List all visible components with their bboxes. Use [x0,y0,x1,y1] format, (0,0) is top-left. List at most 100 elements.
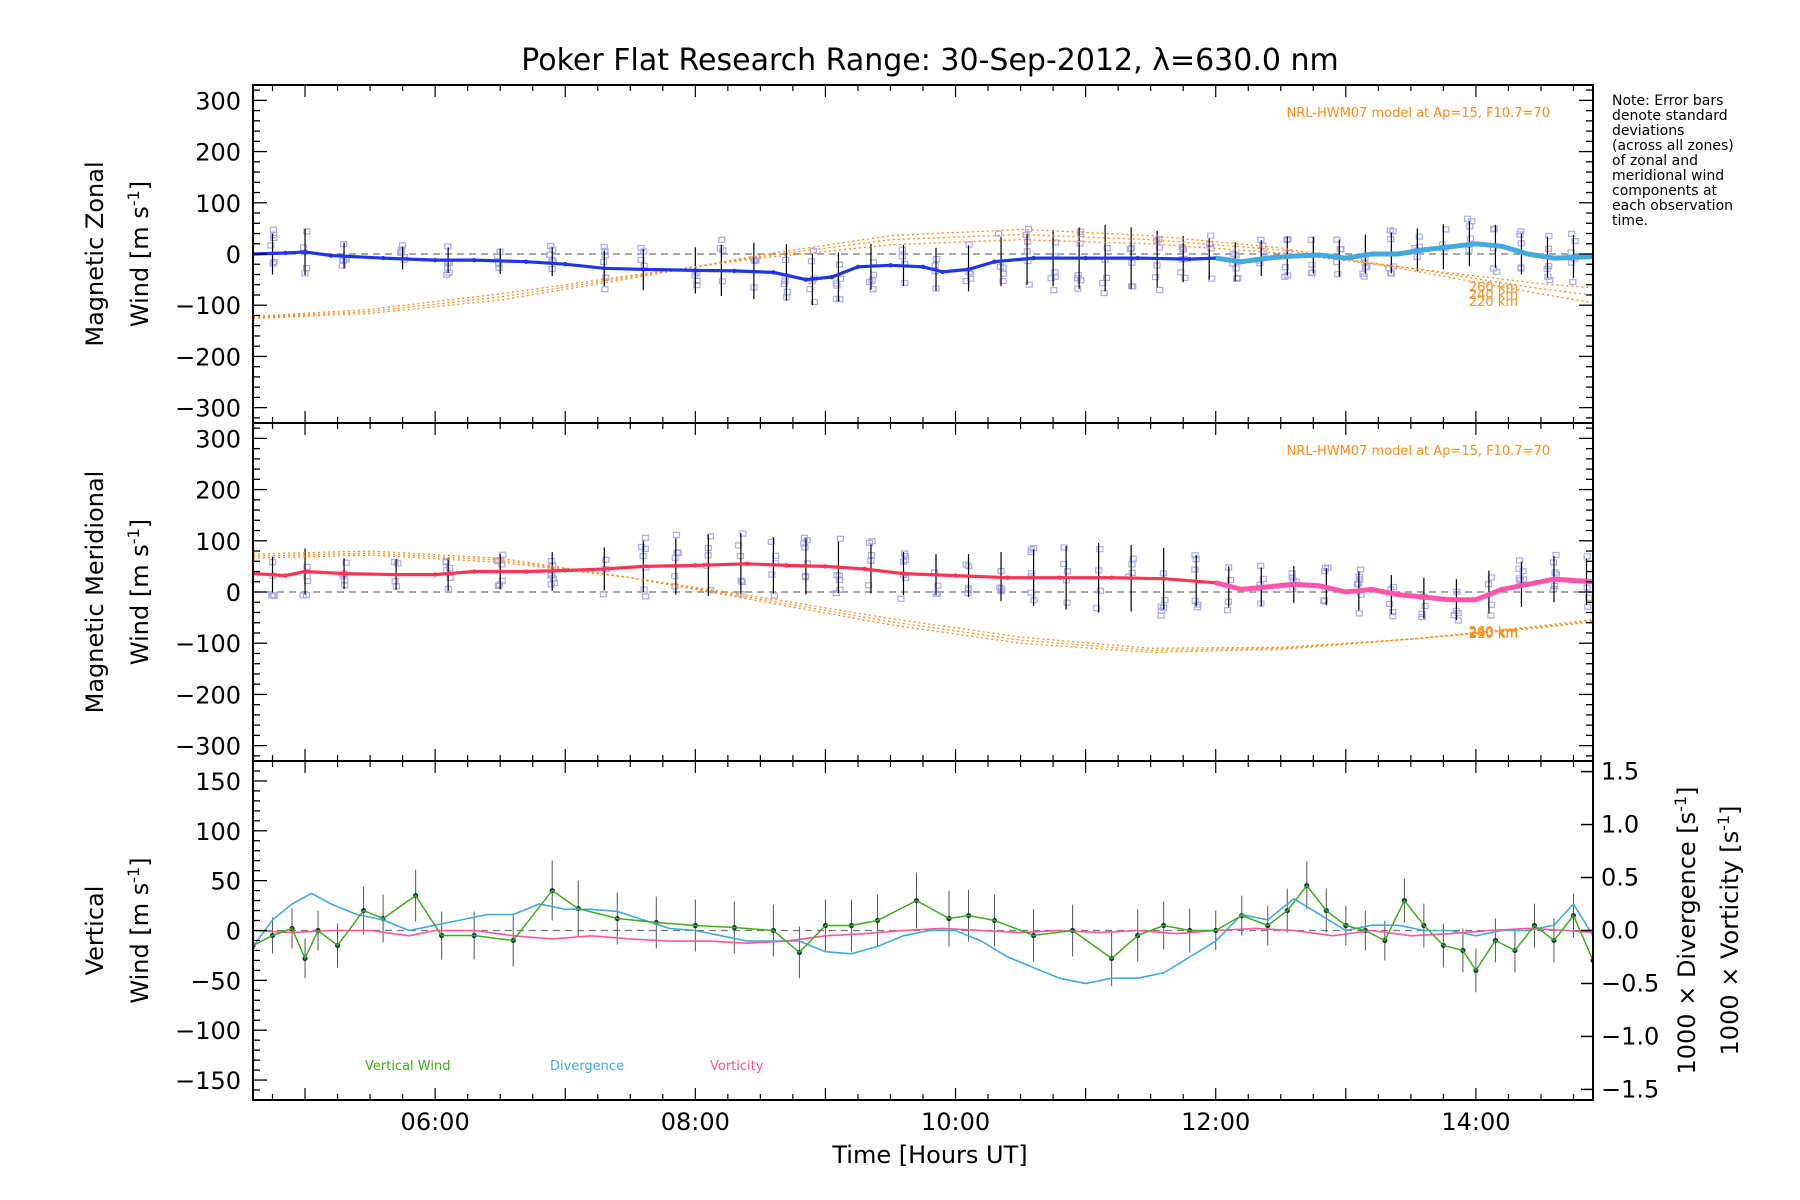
zonal-zone-point [396,249,405,256]
zonal-zone-point [1126,245,1134,253]
meridional-zone-point [835,572,843,579]
vertical-y-tick-label: 50 [210,868,241,896]
vertical-y-tick-label: 150 [195,768,241,796]
meridional-zone-point [1226,576,1235,584]
meridional-zone-point [1320,597,1329,604]
meridional-zone-point [268,591,276,599]
zonal-zone-point [398,246,406,253]
vertical-y-tick-label: 100 [195,818,241,846]
meridional-y-tick-label: 300 [195,425,241,453]
meridional-y-tick-label: −100 [175,630,241,658]
zonal-zone-point [1308,261,1316,268]
meridional-zone-point [900,550,909,557]
zonal-zone-point [693,281,701,289]
meridional-zone-point [602,556,610,563]
zonal-y-axis-label-sup: -1 [124,190,143,206]
zonal-y-axis-label-end: ] [126,181,154,190]
meridional-zone-point [1161,596,1169,604]
zonal-y-tick-label: −300 [175,395,241,423]
note-line: of zonal and [1612,153,1698,169]
vorticity-axis-label-sup: -1 [1714,815,1733,831]
zonal-zone-point [495,264,503,271]
zonal-zone-point [1387,269,1395,277]
zonal-zone-point [1281,264,1290,271]
zonal-zone-point [637,244,645,252]
meridional-zone-point [599,591,607,598]
meridional-zone-point [641,534,650,541]
meridional-plot-area [253,530,1593,624]
meridional-zone-point [1386,600,1394,607]
meridional-zone-point [739,530,747,537]
x-tick-label: 12:00 [1181,1108,1250,1136]
zonal-zone-point [270,234,278,241]
meridional-zone-point [1552,551,1560,559]
divergence-axis-label: 1000 × Divergence [s-1] [1671,786,1701,1074]
meridional-zone-point [1060,560,1068,568]
meridional-y-axis-label-line1: Magnetic Meridional [81,471,109,714]
zonal-zone-point [999,277,1007,285]
meridional-zone-point [1389,613,1397,620]
zonal-zone-point [807,258,816,265]
meridional-y-axis-label-line2: Wind [m s-1] [124,519,154,665]
zonal-zone-point [931,262,939,269]
meridional-wind-line-dense [1215,576,1594,603]
meridional-model-label: NRL-HWM07 model at Ap=15, F10.7=70 [1287,444,1551,459]
zonal-zone-point [1334,271,1342,278]
meridional-zone-point [734,542,743,549]
meridional-zone-point [1454,609,1462,617]
zonal-zone-point [1307,236,1315,243]
x-axis-label: Time [Hours UT] [831,1141,1027,1169]
zonal-zone-point [1051,273,1059,280]
zonal-zone-point [1308,269,1316,276]
zonal-zone-point [1233,275,1241,282]
zonal-zone-point [1568,230,1576,237]
meridional-zone-point [494,582,503,589]
zonal-zone-point [933,256,941,263]
meridional-zone-point [1191,552,1199,559]
meridional-zone-point [897,595,905,602]
zonal-zone-point [1076,231,1085,238]
zonal-zone-point [1102,274,1111,281]
zonal-zone-point [600,243,608,251]
zonal-zone-point [962,277,970,285]
zonal-y-axis-label-line2: Wind [m s-1] [124,181,154,327]
meridional-zone-point [1092,605,1100,612]
meridional-zone-point [1096,546,1104,553]
zonal-zone-point [1569,278,1577,286]
zonal-zone-point [718,278,727,285]
meridional-zone-point [1516,577,1524,584]
vertical-y-axis-label-line1: Vertical [81,886,109,976]
meridional-zone-point [1515,565,1523,572]
zonal-zone-point [1073,275,1081,282]
meridional-zone-point [1583,584,1591,591]
zonal-model-label: NRL-HWM07 model at Ap=15, F10.7=70 [1287,106,1551,121]
zonal-zone-point [901,280,909,287]
zonal-y-tick-label: 300 [195,87,241,115]
zonal-model-altitude-label: 240 km [1469,288,1518,303]
zonal-zone-point [1207,232,1215,239]
meridional-wind-line [252,562,1216,585]
note-line: time. [1612,213,1648,229]
zonal-model-altitude-label: 260 km [1469,281,1518,296]
zonal-zone-point [339,258,348,265]
meridional-zone-point [1583,553,1591,560]
meridional-zone-point [836,586,844,593]
zonal-zone-point [1386,227,1394,234]
zonal-model-altitude-label: 220 km [1469,295,1518,310]
meridional-zone-point [902,574,910,582]
zonal-zone-point [837,275,845,282]
vertical-y-axis-label-end: ] [126,857,154,866]
meridional-y-axis-label-end: ] [126,519,154,528]
meridional-zone-point [672,531,681,539]
zonal-zone-point [995,230,1003,237]
right-axis-tick-label: 1.0 [1601,811,1639,839]
zonal-zone-point [269,226,278,233]
right-axis-tick-label: −0.5 [1601,969,1659,997]
zonal-zone-point [1463,215,1472,222]
meridional-zone-point [738,578,746,586]
meridional-y-tick-label: −300 [175,733,241,761]
zonal-zone-point [836,296,844,303]
divergence-line [252,892,1594,985]
meridional-zone-point [1355,610,1363,617]
meridional-zone-point [1224,607,1232,614]
